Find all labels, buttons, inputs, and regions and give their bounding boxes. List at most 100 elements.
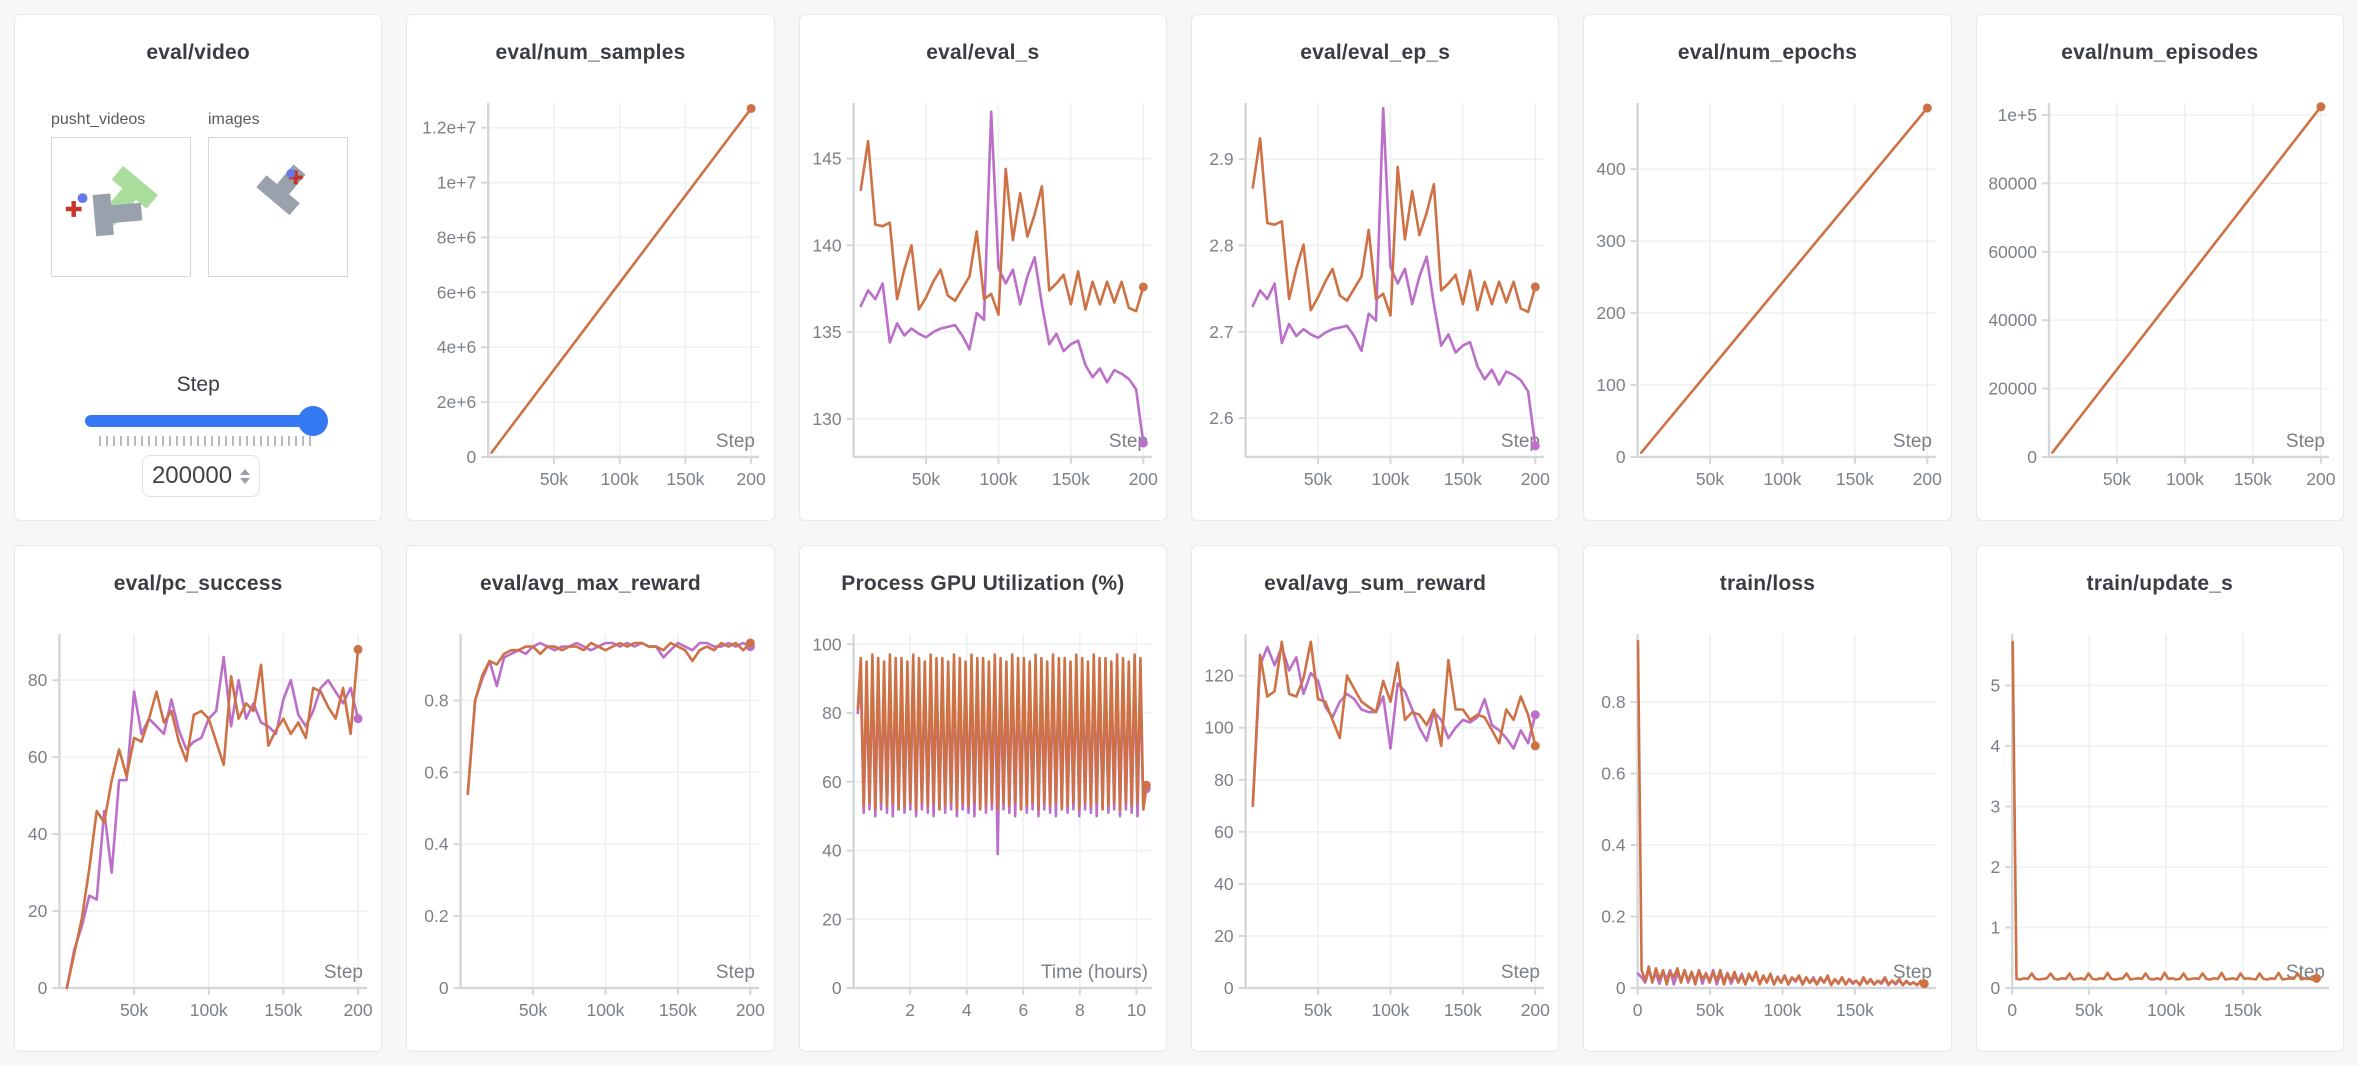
svg-text:200: 200 (1521, 469, 1550, 489)
images-thumbnail[interactable] (208, 137, 348, 277)
panel-eval-eval-ep-s: eval/eval_ep_s 2.6 2.7 2.8 2.9 50k 100k 150k 20… (1191, 14, 1560, 521)
svg-text:Step: Step (716, 962, 755, 983)
slider-thumb[interactable] (298, 406, 328, 436)
svg-text:100k: 100k (2147, 1000, 2185, 1020)
step-slider[interactable] (85, 406, 328, 436)
svg-text:0: 0 (467, 447, 477, 467)
svg-text:80000: 80000 (1988, 173, 2037, 193)
panel-eval-num-epochs: eval/num_epochs 0 100 200 300 400 50k 100k 150k… (1583, 14, 1952, 521)
svg-text:0.2: 0.2 (425, 906, 449, 926)
panel-eval-video: eval/video pusht_videos images (14, 14, 383, 521)
panel-eval-avg-sum-reward: eval/avg_sum_reward 0 20 40 60 80 100 120 50k 10… (1191, 545, 1560, 1052)
svg-text:6e+6: 6e+6 (437, 282, 476, 302)
svg-text:0.2: 0.2 (1602, 906, 1626, 926)
svg-text:100k: 100k (587, 1000, 625, 1020)
svg-text:150k: 150k (1836, 1000, 1874, 1020)
svg-text:8: 8 (1075, 1000, 1085, 1020)
svg-text:20: 20 (28, 901, 48, 921)
line-chart[interactable]: 0 100 200 300 400 50k 100k 150k 200 Step (1584, 69, 1950, 509)
svg-text:50k: 50k (1696, 469, 1724, 489)
svg-text:50k: 50k (1304, 469, 1332, 489)
svg-text:50k: 50k (912, 469, 940, 489)
svg-text:80: 80 (1214, 770, 1234, 790)
panel-train-update-s: train/update_s 0 1 2 3 4 5 0 50k 100k 150k Step (1975, 545, 2344, 1052)
svg-text:50k: 50k (2103, 469, 2131, 489)
svg-text:Step: Step (324, 962, 363, 983)
svg-text:10: 10 (1126, 1000, 1146, 1020)
svg-text:400: 400 (1597, 159, 1626, 179)
chart-title: train/update_s (2086, 572, 2233, 595)
svg-text:40: 40 (28, 824, 48, 844)
line-chart[interactable]: 0 2e+6 4e+6 6e+6 8e+6 1e+7 1.2e+7 50k 100k 150k 20… (407, 69, 773, 509)
stepper-down-icon[interactable] (240, 477, 251, 484)
panel-gpu-utilization: Process GPU Utilization (%) 0 20 40 60 80 100… (798, 545, 1167, 1052)
stepper-icons (240, 468, 251, 484)
line-chart[interactable]: 0 1 2 3 4 5 0 50k 100k 150k Step (1977, 600, 2343, 1040)
svg-text:5: 5 (1990, 675, 2000, 695)
pusht-videos-thumbnail[interactable] (51, 137, 191, 277)
svg-text:0.8: 0.8 (1602, 692, 1626, 712)
target-cross-icon (65, 201, 82, 217)
chart-title: Process GPU Utilization (%) (841, 572, 1125, 595)
svg-text:50k: 50k (120, 1000, 148, 1020)
svg-text:200: 200 (1128, 469, 1157, 489)
svg-text:0.4: 0.4 (425, 834, 450, 854)
line-chart[interactable]: 0 20000 40000 60000 80000 1e+5 50k 100k 150k 200 S… (1977, 69, 2343, 509)
svg-text:Step: Step (1109, 431, 1148, 452)
svg-text:150k: 150k (264, 1000, 302, 1020)
svg-text:50k: 50k (1696, 1000, 1724, 1020)
chart-title: eval/avg_sum_reward (1264, 572, 1487, 595)
svg-text:150k: 150k (667, 469, 705, 489)
images-scene-image (256, 164, 306, 216)
svg-text:100k: 100k (1371, 1000, 1409, 1020)
svg-text:150k: 150k (2234, 469, 2272, 489)
svg-text:20: 20 (1214, 926, 1234, 946)
svg-text:Step: Step (1893, 962, 1932, 983)
svg-text:150k: 150k (1052, 469, 1090, 489)
panel-eval-pc-success: eval/pc_success 0 20 40 60 80 50k 100k 150k 200 S… (14, 545, 383, 1052)
svg-text:100: 100 (812, 634, 841, 654)
svg-text:Time (hours): Time (hours) (1041, 962, 1148, 983)
svg-text:Step: Step (2286, 431, 2325, 452)
svg-text:0.6: 0.6 (1602, 763, 1626, 783)
svg-text:2e+6: 2e+6 (437, 392, 476, 412)
media-label-images: images (208, 111, 260, 128)
media-label-pusht-videos: pusht_videos (51, 111, 146, 128)
media-body: pusht_videos images (15, 15, 381, 520)
svg-text:300: 300 (1597, 231, 1626, 251)
svg-text:0: 0 (1616, 978, 1626, 998)
step-slider-label: Step (176, 373, 220, 396)
svg-text:100k: 100k (2166, 469, 2204, 489)
panel-eval-num-samples: eval/num_samples 0 2e+6 4e+6 6e+6 8e+6 1e+7 1.… (406, 14, 775, 521)
stepper-up-icon[interactable] (240, 468, 251, 475)
agent-dot-icon (77, 193, 88, 204)
line-chart[interactable]: 0 20 40 60 80 50k 100k 150k 200 Step (15, 600, 381, 1040)
svg-text:Step: Step (716, 431, 755, 452)
line-chart[interactable]: 2.6 2.7 2.8 2.9 50k 100k 150k 200 Step (1192, 69, 1558, 509)
svg-text:140: 140 (812, 235, 841, 255)
line-chart[interactable]: 0 0.2 0.4 0.6 0.8 50k 100k 150k 200 Step (407, 600, 773, 1040)
svg-text:1: 1 (1990, 917, 2000, 937)
svg-text:100k: 100k (1764, 1000, 1802, 1020)
chart-title: eval/avg_max_reward (480, 572, 701, 595)
line-chart[interactable]: 0 20 40 60 80 100 2 4 6 8 10 Time (hours) (800, 600, 1166, 1040)
pusht-scene-image (65, 165, 158, 237)
line-chart[interactable]: 0 20 40 60 80 100 120 50k 100k 150k 200 Step (1192, 600, 1558, 1040)
svg-text:2.6: 2.6 (1209, 408, 1233, 428)
svg-text:0: 0 (1990, 978, 2000, 998)
svg-text:50k: 50k (2075, 1000, 2103, 1020)
line-chart[interactable]: 130 135 140 145 50k 100k 150k 200 Step (800, 69, 1166, 509)
svg-text:60: 60 (822, 772, 842, 792)
chart-title: eval/num_epochs (1677, 41, 1858, 64)
line-chart[interactable]: 0 0.2 0.4 0.6 0.8 0 50k 100k 150k Step (1584, 600, 1950, 1040)
svg-text:120: 120 (1204, 666, 1233, 686)
svg-text:60000: 60000 (1988, 242, 2037, 262)
chart-title: train/loss (1719, 572, 1816, 595)
panel-eval-num-episodes: eval/num_episodes 0 20000 40000 60000 80000 1… (1975, 14, 2344, 521)
svg-text:0: 0 (832, 978, 842, 998)
panel-eval-avg-max-reward: eval/avg_max_reward 0 0.2 0.4 0.6 0.8 50k 100k… (406, 545, 775, 1052)
step-value-input[interactable]: 200000 (142, 455, 260, 497)
svg-text:0.4: 0.4 (1602, 835, 1627, 855)
svg-text:40: 40 (1214, 874, 1234, 894)
svg-text:Step: Step (1501, 962, 1540, 983)
